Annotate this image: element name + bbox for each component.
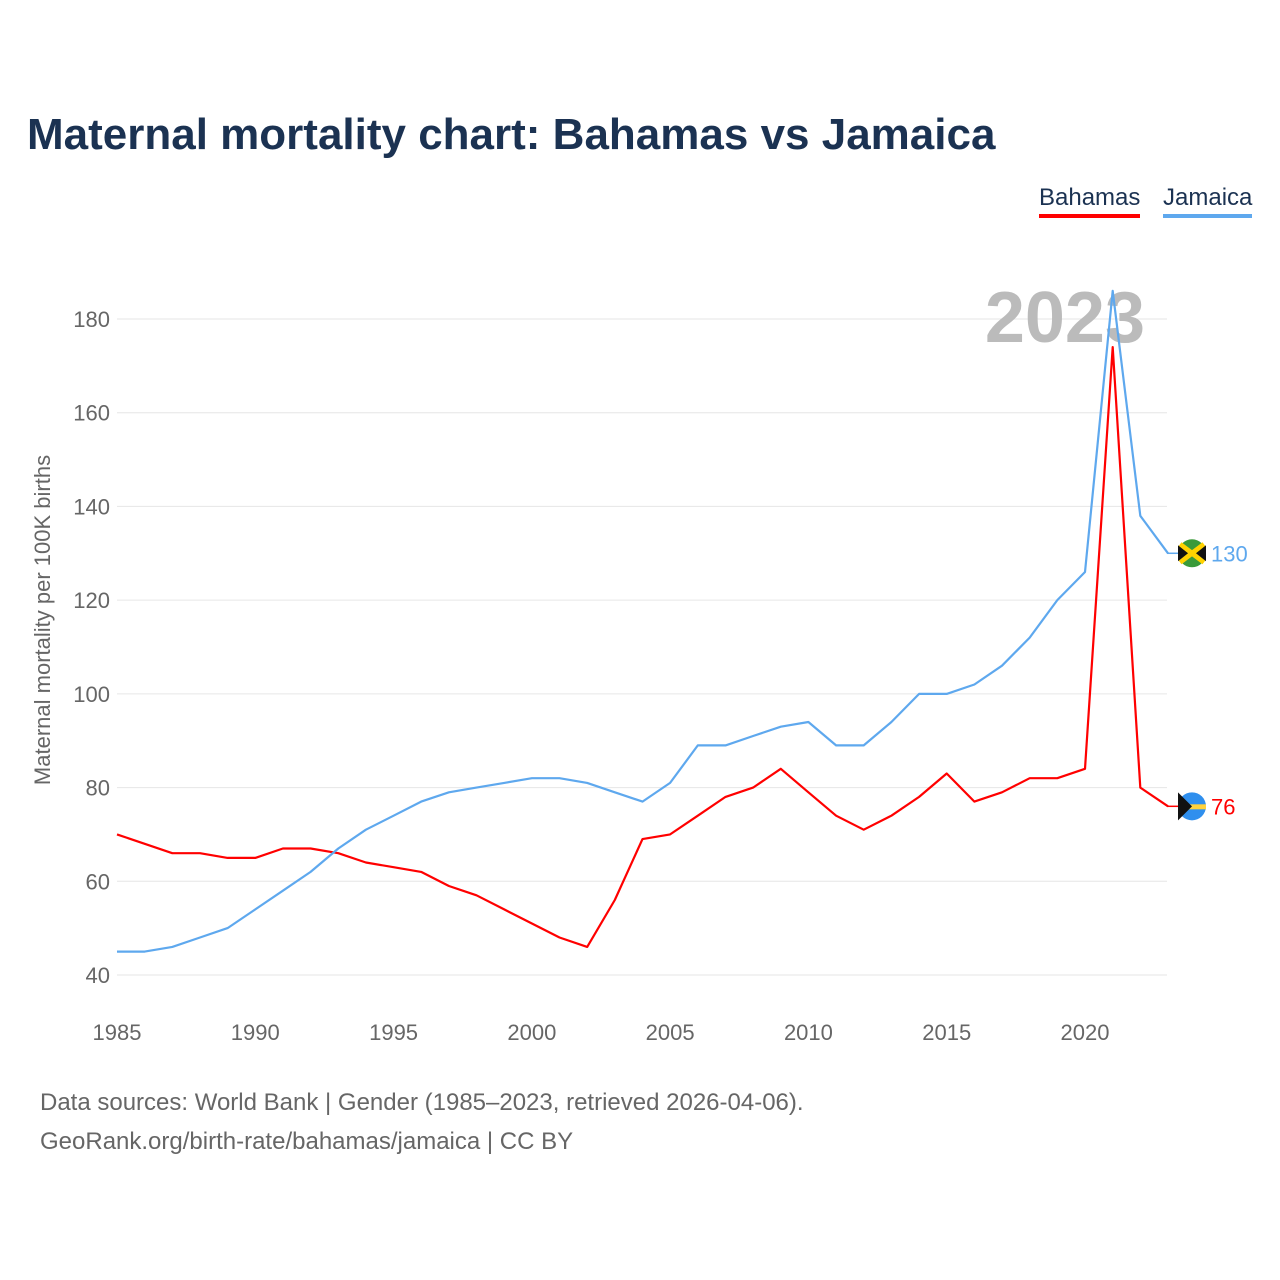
flag-cross bbox=[1178, 542, 1206, 565]
x-tick-label: 1985 bbox=[93, 1020, 142, 1045]
x-tick-label: 2005 bbox=[646, 1020, 695, 1045]
y-tick-label: 40 bbox=[86, 963, 110, 988]
y-tick-label: 100 bbox=[73, 682, 110, 707]
legend-jamaica[interactable]: Jamaica bbox=[1163, 184, 1253, 218]
y-tick-label: 180 bbox=[73, 307, 110, 332]
y-axis-label: Maternal mortality per 100K births bbox=[30, 455, 55, 785]
x-tick-label: 1995 bbox=[369, 1020, 418, 1045]
flag-triangle bbox=[1178, 792, 1192, 821]
flag-stripe bbox=[1178, 804, 1206, 810]
footer-sources: Data sources: World Bank | Gender (1985–… bbox=[40, 1089, 804, 1116]
series-line-bahamas bbox=[116, 346, 1169, 949]
flag-triangles bbox=[1178, 545, 1206, 562]
end-value-label: 130 bbox=[1211, 541, 1248, 566]
page-title: Maternal mortality chart: Bahamas vs Jam… bbox=[27, 110, 996, 159]
x-tick-label: 2010 bbox=[784, 1020, 833, 1045]
footer-credit: GeoRank.org/birth-rate/bahamas/jamaica |… bbox=[40, 1128, 574, 1155]
x-tick-label: 2015 bbox=[922, 1020, 971, 1045]
series-line-jamaica bbox=[117, 289, 1169, 953]
end-value-label: 76 bbox=[1211, 794, 1235, 819]
legend-bahamas[interactable]: Bahamas bbox=[1039, 184, 1141, 218]
y-tick-label: 160 bbox=[73, 401, 110, 426]
x-tick-label: 2020 bbox=[1061, 1020, 1110, 1045]
year-watermark: 2023 bbox=[985, 278, 1145, 358]
x-tick-label: 2000 bbox=[507, 1020, 556, 1045]
y-tick-label: 60 bbox=[86, 869, 110, 894]
y-tick-label: 120 bbox=[73, 588, 110, 613]
y-tick-label: 80 bbox=[86, 776, 110, 801]
x-tick-label: 1990 bbox=[231, 1020, 280, 1045]
y-tick-label: 140 bbox=[73, 494, 110, 519]
